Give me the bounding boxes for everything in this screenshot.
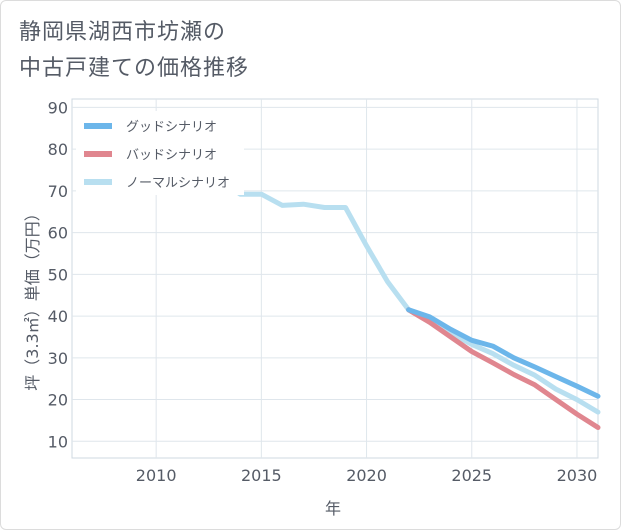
y-tick-label: 60: [48, 224, 68, 243]
y-tick-label: 20: [48, 391, 68, 410]
x-tick-label: 2010: [136, 466, 177, 485]
x-tick-label: 2025: [451, 466, 492, 485]
y-tick-label: 50: [48, 265, 68, 284]
y-axis-label: 坪（3.3㎡）単価（万円）: [23, 205, 42, 390]
series-line-1: [406, 307, 601, 430]
chart-title-line-2: 中古戸建ての価格推移: [19, 56, 250, 81]
y-tick-label: 70: [48, 182, 68, 201]
y-tick-label: 90: [48, 98, 68, 117]
legend-label-1: バッドシナリオ: [126, 148, 217, 163]
x-tick-label: 2030: [557, 466, 598, 485]
series-line-0: [406, 307, 601, 399]
x-tick-label: 2015: [241, 466, 282, 485]
grid-lines: [72, 99, 598, 458]
legend-label-2: ノーマルシナリオ: [126, 176, 230, 191]
chart-title-line-1: 静岡県湖西市坊瀬の: [19, 20, 227, 45]
y-tick-label: 10: [48, 432, 68, 451]
y-tick-label: 80: [48, 140, 68, 159]
x-tick-label: 2020: [346, 466, 387, 485]
y-tick-label: 30: [48, 349, 68, 368]
legend-label-0: グッドシナリオ: [126, 120, 217, 135]
chart-title: 静岡県湖西市坊瀬の 中古戸建ての価格推移: [19, 15, 249, 87]
y-tick-label: 40: [48, 307, 68, 326]
x-axis-label: 年: [325, 499, 341, 518]
